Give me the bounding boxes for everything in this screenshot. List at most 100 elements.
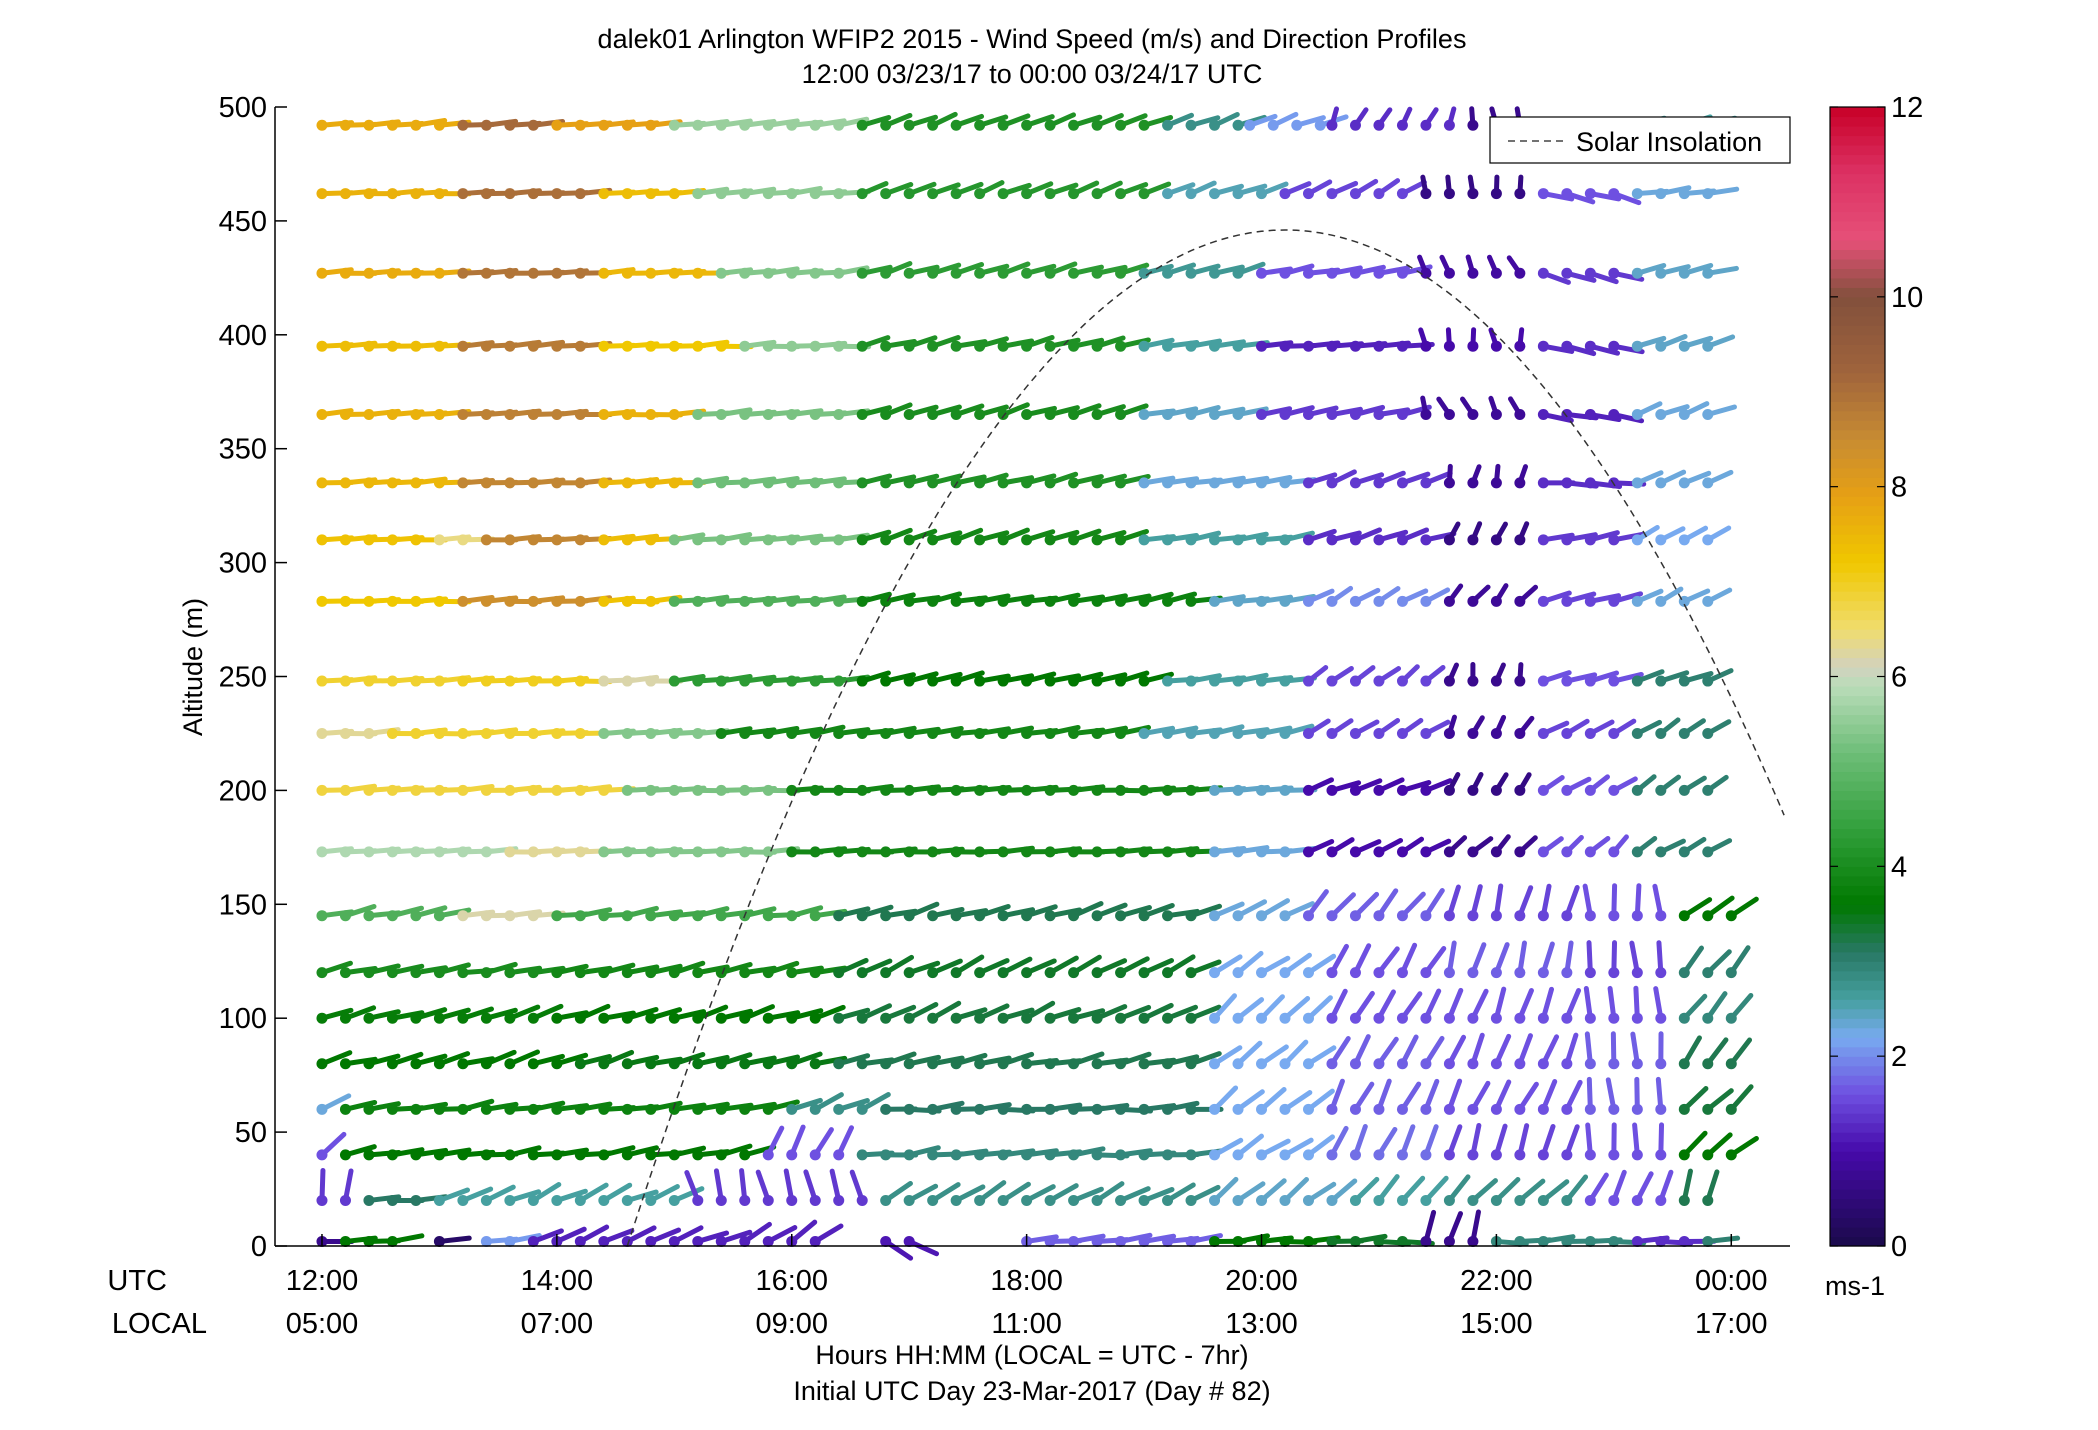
- wind-barb-dot: [434, 846, 445, 857]
- wind-barb-dot: [528, 1104, 539, 1115]
- wind-barb-dot: [1632, 1149, 1643, 1160]
- wind-barb-dot: [1561, 785, 1572, 796]
- wind-barb-dot: [387, 341, 398, 352]
- y-tick-label: 500: [219, 92, 267, 124]
- wind-barb-dot: [1538, 596, 1549, 607]
- wind-barb-dot: [880, 1149, 891, 1160]
- wind-barb-dot: [1373, 268, 1384, 279]
- wind-barb-dot: [598, 785, 609, 796]
- wind-barb-dot: [927, 341, 938, 352]
- wind-barb-dot: [457, 341, 468, 352]
- wind-barb-dot: [1139, 967, 1150, 978]
- colorbar-swatch: [1830, 306, 1885, 316]
- wind-barb-dot: [434, 409, 445, 420]
- wind-barb-dot: [363, 785, 374, 796]
- wind-barb-dot: [998, 268, 1009, 279]
- colorbar-swatch: [1830, 515, 1885, 525]
- wind-barb-dot: [1514, 1058, 1525, 1069]
- colorbar-swatch: [1830, 468, 1885, 478]
- wind-barb-dot: [1538, 268, 1549, 279]
- colorbar-swatch: [1830, 1170, 1885, 1180]
- wind-barb-dot: [857, 534, 868, 545]
- wind-barb-dot: [1186, 910, 1197, 921]
- wind-barb-dot: [1655, 728, 1666, 739]
- colorbar-swatch: [1830, 1018, 1885, 1028]
- colorbar-swatch: [1830, 942, 1885, 952]
- wind-barb-dot: [481, 1149, 492, 1160]
- wind-barb-dot: [316, 846, 327, 857]
- wind-barb-dot: [927, 409, 938, 420]
- wind-barb-dot: [1491, 268, 1502, 279]
- wind-barb-dot: [1280, 1149, 1291, 1160]
- wind-barb-dot: [810, 1104, 821, 1115]
- wind-barb-dot: [1350, 120, 1361, 131]
- wind-barb-dot: [1561, 188, 1572, 199]
- wind-barb-dot: [1655, 910, 1666, 921]
- legend-label: Solar Insolation: [1576, 127, 1762, 157]
- wind-barb-dot: [1068, 477, 1079, 488]
- x-tick-label-utc: 16:00: [755, 1265, 828, 1297]
- wind-barb-dot: [1585, 846, 1596, 857]
- wind-barb-dot: [645, 534, 656, 545]
- wind-barb-dot: [692, 1058, 703, 1069]
- wind-barb-dot: [857, 676, 868, 687]
- wind-barb-dot: [575, 477, 586, 488]
- wind-barb-dot: [1115, 1104, 1126, 1115]
- wind-barb-dot: [622, 1104, 633, 1115]
- wind-barb-dot: [739, 1149, 750, 1160]
- y-tick-label: 200: [219, 775, 267, 807]
- wind-barb-dot: [1420, 1013, 1431, 1024]
- wind-barb-dot: [1092, 785, 1103, 796]
- wind-barb-dot: [739, 846, 750, 857]
- wind-barb-dot: [1233, 534, 1244, 545]
- wind-barb-dot: [763, 268, 774, 279]
- wind-barb-dot: [598, 967, 609, 978]
- wind-barb-dot: [1467, 341, 1478, 352]
- wind-barb-dot: [1045, 1013, 1056, 1024]
- wind-barb-dot: [1679, 1013, 1690, 1024]
- colorbar-swatch: [1830, 1066, 1885, 1076]
- wind-barb-dot: [669, 268, 680, 279]
- wind-barb-dot: [974, 846, 985, 857]
- wind-barb-dot: [1585, 596, 1596, 607]
- wind-barb-dot: [622, 676, 633, 687]
- wind-barb-dot: [716, 910, 727, 921]
- wind-barb-dot: [622, 910, 633, 921]
- wind-barb-dot: [1139, 1195, 1150, 1206]
- wind-barb-dot: [786, 268, 797, 279]
- wind-barb-dot: [622, 534, 633, 545]
- x-tick-label-local: 17:00: [1695, 1308, 1768, 1340]
- colorbar-swatch: [1830, 1227, 1885, 1237]
- wind-barb-dot: [340, 676, 351, 687]
- colorbar-swatch: [1830, 648, 1885, 658]
- wind-barb-dot: [1420, 477, 1431, 488]
- wind-barb-dot: [1186, 1149, 1197, 1160]
- wind-barb-dot: [1326, 1149, 1337, 1160]
- wind-barb-dot: [1139, 785, 1150, 796]
- wind-barb-dot: [1256, 910, 1267, 921]
- wind-barb-dot: [1444, 910, 1455, 921]
- wind-barb-dot: [598, 1149, 609, 1160]
- wind-barb-dot: [1632, 341, 1643, 352]
- wind-barb-dot: [1092, 1195, 1103, 1206]
- wind-barb-dot: [504, 409, 515, 420]
- colorbar-swatch: [1830, 211, 1885, 221]
- wind-barb-dot: [1491, 1149, 1502, 1160]
- wind-barb-dot: [504, 120, 515, 131]
- wind-barb-dot: [457, 477, 468, 488]
- wind-barb-dot: [1162, 1013, 1173, 1024]
- wind-barb-dot: [598, 596, 609, 607]
- wind-barb-dot: [1045, 268, 1056, 279]
- wind-barb-dot: [1186, 596, 1197, 607]
- colorbar-swatch: [1830, 1037, 1885, 1047]
- wind-barb-dot: [998, 1104, 1009, 1115]
- wind-barb-dot: [1326, 676, 1337, 687]
- wind-barb-dot: [1326, 596, 1337, 607]
- wind-barb-dot: [1373, 1149, 1384, 1160]
- wind-barb-dot: [1632, 1104, 1643, 1115]
- wind-barb-dot: [457, 1058, 468, 1069]
- wind-barb-dot: [1702, 341, 1713, 352]
- wind-barb-dot: [1632, 910, 1643, 921]
- wind-barb-dot: [340, 268, 351, 279]
- wind-barb-dot: [1326, 846, 1337, 857]
